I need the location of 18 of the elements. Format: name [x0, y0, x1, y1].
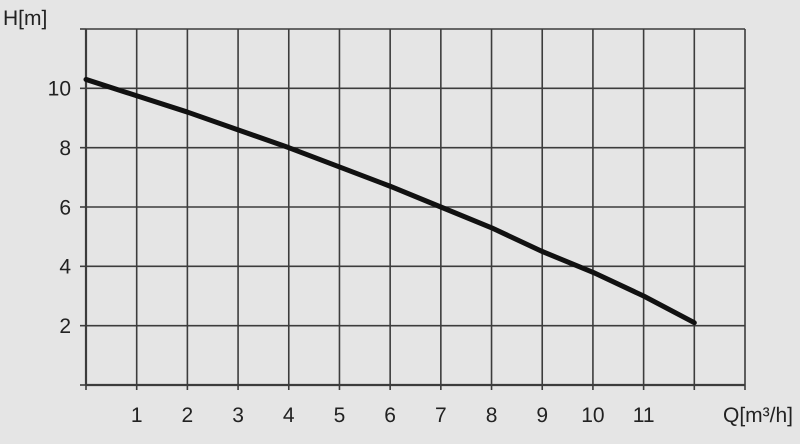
y-tick-label: 10 [48, 78, 71, 101]
y-tick-label: 4 [59, 256, 72, 279]
x-tick-label: 11 [632, 404, 655, 427]
x-tick-label: 2 [182, 404, 194, 427]
x-tick-label: 3 [232, 404, 244, 427]
y-tick-label: 8 [59, 137, 71, 160]
x-tick-label: 5 [334, 404, 346, 427]
y-tick-label: 2 [59, 315, 71, 338]
y-axis-title: H[m] [3, 7, 48, 30]
y-tick-label: 6 [59, 196, 71, 220]
x-axis-title: Q[m³/h] [722, 404, 793, 427]
x-tick-label: 1 [130, 404, 143, 427]
x-tick-label: 10 [581, 404, 605, 427]
x-tick-label: 4 [282, 404, 295, 427]
x-tick-label: 8 [486, 404, 498, 427]
x-tick-label: 9 [536, 404, 548, 427]
x-tick-label: 6 [384, 404, 396, 427]
x-tick-label: 7 [435, 404, 447, 427]
